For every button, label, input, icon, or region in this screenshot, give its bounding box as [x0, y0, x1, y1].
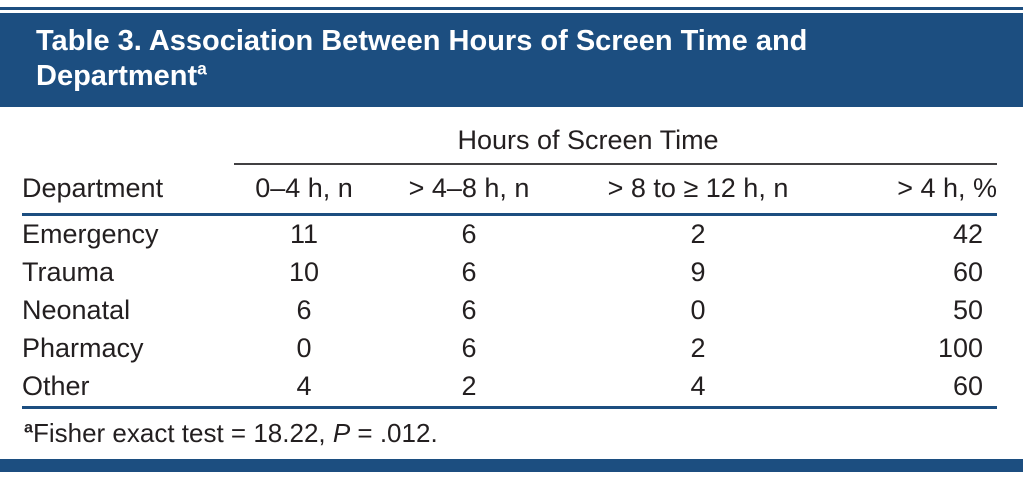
cell-value: 100 [937, 333, 984, 363]
table-row-trauma: Trauma 10 6 9 60 [22, 254, 997, 292]
table-row-neonatal: Neonatal 6 6 0 50 [22, 292, 997, 330]
row-label: Neonatal [22, 295, 131, 325]
top-rule [0, 7, 1023, 10]
blank-cell [22, 123, 234, 164]
col-header-4-8h: > 4–8 h, n [374, 164, 564, 216]
cell-value: 11 [289, 219, 319, 249]
cell-value: 9 [690, 257, 706, 287]
table-title-band: Table 3. Association Between Hours of Sc… [0, 13, 1023, 107]
cell-value: 2 [690, 219, 706, 249]
cell-value: 50 [953, 295, 984, 325]
col-header-0-4h: 0–4 h, n [234, 164, 374, 216]
footnote-p-symbol: P [332, 418, 351, 448]
table-title: Table 3. Association Between Hours of Sc… [36, 24, 983, 94]
span-header-hours-of-screen-time: Hours of Screen Time [234, 123, 998, 165]
span-header-row: Hours of Screen Time [22, 123, 998, 165]
cell-value: 10 [288, 257, 320, 287]
cell-value: 0 [690, 295, 706, 325]
col-header-8-to-12h: > 8 to ≥ 12 h, n [564, 164, 832, 216]
cell-value: 6 [296, 295, 312, 325]
col-header-over-4h-percent: > 4 h, % [832, 164, 998, 216]
cell-value: 2 [690, 333, 706, 363]
footnote-text-before-p: Fisher exact test = 18.22, [32, 418, 333, 448]
cell-value: 6 [461, 333, 477, 363]
table-row-emergency: Emergency 11 6 2 42 [22, 215, 997, 255]
footnote-text-after-p: = .012. [350, 418, 438, 448]
row-label: Other [22, 371, 90, 401]
column-header-row: Department 0–4 h, n > 4–8 h, n > 8 to ≥ … [22, 164, 998, 216]
cell-value: 60 [953, 371, 984, 401]
screen-time-department-table: Hours of Screen Time Department 0–4 h, n… [22, 123, 998, 409]
col-header-department: Department [22, 164, 234, 216]
paper-table-figure: Table 3. Association Between Hours of Sc… [0, 7, 1023, 472]
cell-value: 4 [296, 371, 312, 401]
cell-value: 2 [461, 371, 477, 401]
row-label: Trauma [22, 257, 115, 287]
bottom-bar [0, 459, 1023, 472]
row-label: Emergency [22, 219, 159, 249]
title-footnote-marker: a [197, 58, 207, 79]
table-row-other: Other 4 2 4 60 [22, 368, 997, 408]
table-row-pharmacy: Pharmacy 0 6 2 100 [22, 330, 997, 368]
cell-value: 0 [296, 333, 312, 363]
cell-value: 60 [953, 257, 984, 287]
cell-value: 6 [461, 257, 477, 287]
table-title-text: Table 3. Association Between Hours of Sc… [36, 25, 808, 92]
cell-value: 6 [461, 219, 477, 249]
cell-value: 4 [690, 371, 706, 401]
row-label: Pharmacy [22, 333, 144, 363]
cell-value: 6 [461, 295, 477, 325]
cell-value: 42 [953, 219, 984, 249]
footnote-marker: a [24, 418, 33, 437]
table-footnote: aFisher exact test = 18.22, P = .012. [24, 418, 997, 449]
